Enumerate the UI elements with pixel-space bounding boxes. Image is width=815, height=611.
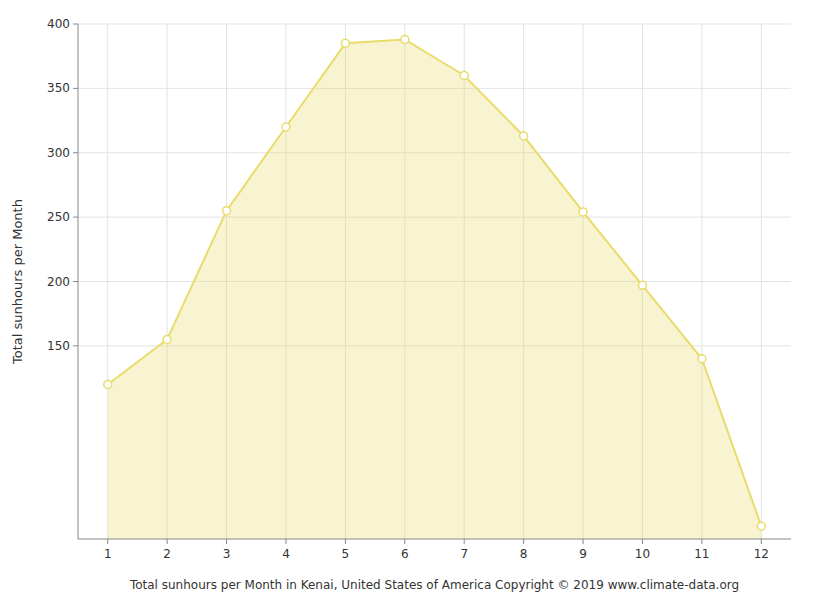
grid — [78, 24, 791, 539]
x-tick — [464, 539, 465, 544]
plot-area — [104, 35, 766, 539]
point-marker — [460, 72, 468, 80]
y-tick — [73, 217, 78, 218]
y-tick-label: 350 — [47, 81, 70, 95]
x-tick — [167, 539, 168, 544]
point-marker — [698, 355, 706, 363]
chart-container: 150200250300350400123456789101112Total s… — [0, 0, 815, 611]
y-tick-label: 200 — [47, 275, 70, 289]
x-tick — [226, 539, 227, 544]
point-marker — [520, 132, 528, 140]
y-tick — [73, 152, 78, 153]
x-tick-label: 11 — [694, 547, 709, 561]
point-marker — [757, 522, 765, 530]
point-marker — [282, 123, 290, 131]
area-line — [108, 39, 762, 526]
x-tick — [285, 539, 286, 544]
x-tick — [583, 539, 584, 544]
x-tick — [761, 539, 762, 544]
point-marker — [163, 335, 171, 343]
point-marker — [638, 281, 646, 289]
y-tick — [73, 281, 78, 282]
x-tick-label: 9 — [579, 547, 587, 561]
x-tick — [107, 539, 108, 544]
x-axis-label: Total sunhours per Month in Kenai, Unite… — [129, 578, 739, 592]
x-tick — [404, 539, 405, 544]
point-marker — [579, 208, 587, 216]
x-tick-label: 7 — [460, 547, 468, 561]
chart-svg: 150200250300350400123456789101112Total s… — [0, 0, 815, 611]
x-axis-line — [78, 539, 791, 540]
x-tick — [345, 539, 346, 544]
x-tick-label: 12 — [754, 547, 769, 561]
x-tick-label: 4 — [282, 547, 290, 561]
x-tick-label: 6 — [401, 547, 409, 561]
y-tick — [73, 24, 78, 25]
y-axis-label: Total sunhours per Month — [10, 199, 25, 365]
x-tick-label: 8 — [520, 547, 528, 561]
point-marker — [104, 381, 112, 389]
x-tick-label: 2 — [163, 547, 171, 561]
y-axis-line — [78, 24, 79, 539]
x-tick — [642, 539, 643, 544]
y-grid-line — [78, 24, 791, 25]
y-tick — [73, 345, 78, 346]
x-tick — [523, 539, 524, 544]
point-marker — [401, 35, 409, 43]
y-tick — [73, 88, 78, 89]
point-marker — [341, 39, 349, 47]
x-tick-label: 1 — [104, 547, 112, 561]
y-tick-label: 250 — [47, 210, 70, 224]
y-tick-label: 150 — [47, 339, 70, 353]
x-grid-line — [761, 24, 762, 539]
x-tick-label: 10 — [635, 547, 650, 561]
y-tick-label: 300 — [47, 146, 70, 160]
area-fill — [108, 39, 762, 539]
y-tick-label: 400 — [47, 17, 70, 31]
point-marker — [223, 207, 231, 215]
x-tick-label: 5 — [342, 547, 350, 561]
axes: 150200250300350400123456789101112 — [47, 17, 769, 561]
x-tick-label: 3 — [223, 547, 231, 561]
x-tick — [701, 539, 702, 544]
